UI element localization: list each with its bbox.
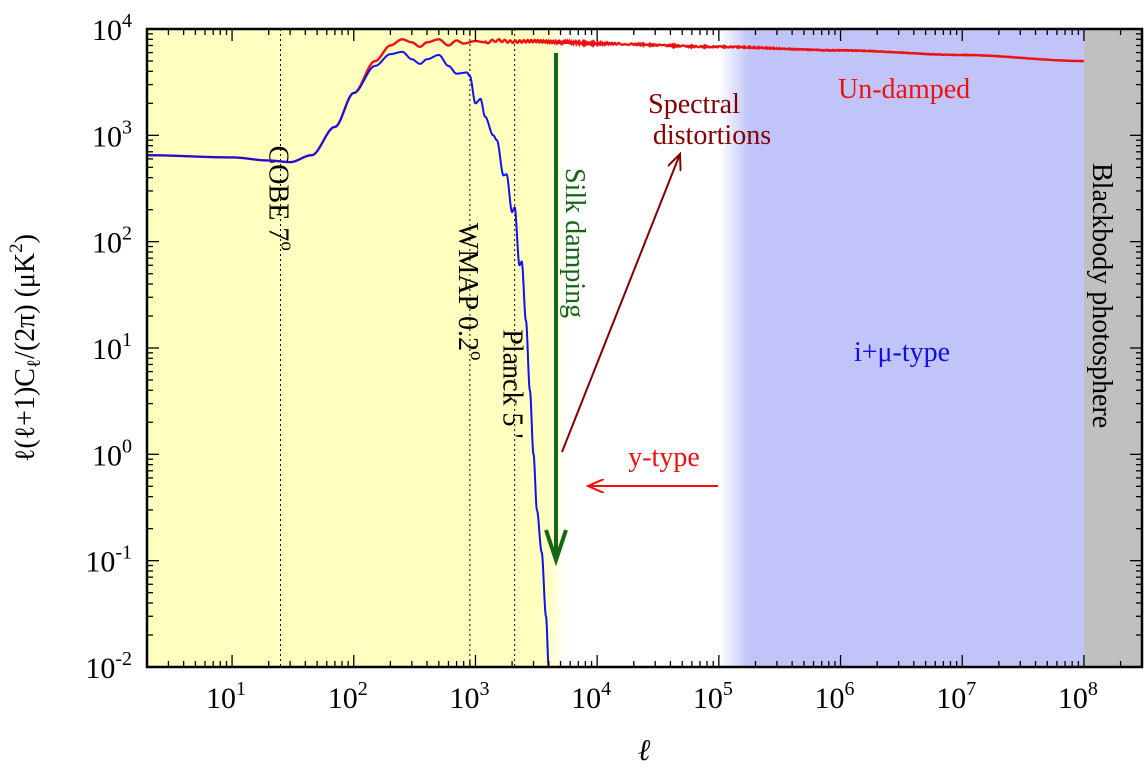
i-mu-type-label: i+μ-type	[854, 337, 950, 368]
y-tick-label-6: 104	[92, 10, 132, 47]
blackbody-photosphere-label: Blackbody photosphere	[1086, 163, 1117, 428]
un-damped-label: Un-damped	[838, 74, 970, 105]
y-tick-label-3: 101	[92, 329, 132, 366]
x-axis-label: ℓ	[638, 734, 651, 767]
silk-damping-label: Silk damping	[559, 168, 590, 318]
x-tick-label-5: 106	[815, 678, 855, 715]
ylabel-sub: ℓ	[24, 359, 45, 368]
vline-label-2: Planck 5 '	[497, 329, 528, 438]
x-tick-label-6: 107	[936, 678, 976, 715]
y-tick-label-1: 10-1	[85, 542, 132, 579]
x-tick-label-1: 102	[328, 678, 368, 715]
x-tick-label-0: 101	[206, 678, 246, 715]
spectral-label-line1: Spectral	[648, 89, 740, 120]
y-axis-label: ℓ(ℓ+1)Cℓ/(2π) (μK2)	[6, 234, 45, 462]
shaded-regions	[147, 29, 1142, 667]
x-tick-label-4: 105	[693, 678, 733, 715]
y-type-label: y-type	[628, 442, 700, 473]
y-tick-label-5: 103	[92, 116, 132, 153]
y-tick-label-0: 10-2	[85, 648, 132, 685]
spectral-label-line2: distortions	[653, 120, 771, 151]
vline-label-1: WMAP 0.2o	[452, 223, 487, 361]
ylabel-mid: /(2π) (μK	[10, 253, 41, 359]
y-tick-label-4: 102	[92, 223, 132, 260]
x-tick-label-7: 108	[1058, 678, 1098, 715]
x-tick-label-3: 104	[571, 678, 611, 715]
y-tick-label-2: 100	[92, 435, 132, 472]
ylabel-post: )	[10, 234, 41, 243]
ylabel-sup: 2	[6, 243, 27, 253]
x-tick-label-2: 103	[449, 678, 489, 715]
ylabel-pre: ℓ(ℓ+1)C	[10, 368, 41, 462]
